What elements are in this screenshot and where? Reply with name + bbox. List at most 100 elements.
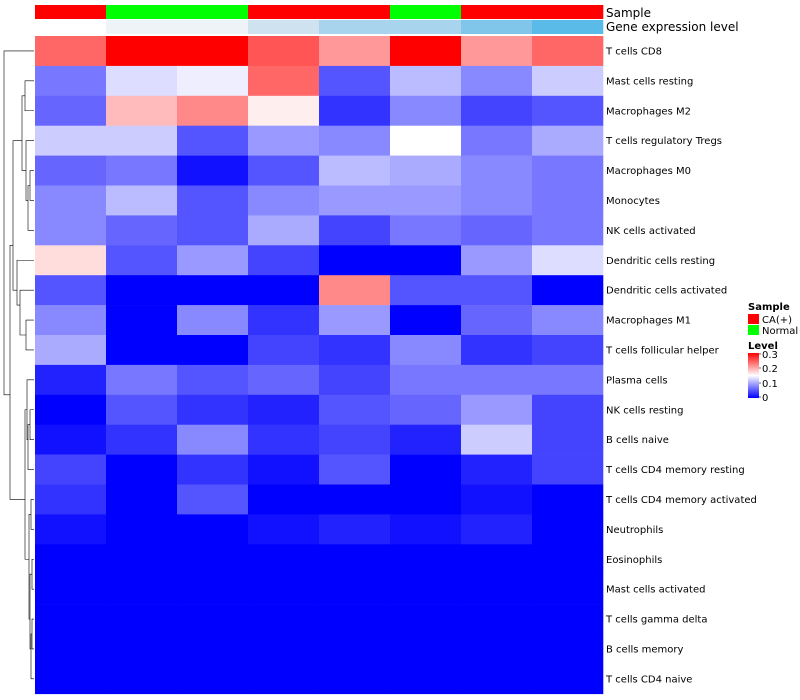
dendrogram-branch [28, 514, 31, 620]
row-label: Eosinophils [606, 555, 662, 566]
heatmap-cell [319, 604, 391, 635]
heatmap-cell [177, 185, 249, 216]
heatmap-cell [390, 364, 462, 396]
heatmap-cell [106, 663, 178, 695]
heatmap-cell [532, 65, 604, 97]
heatmap-cell [177, 514, 249, 545]
heatmap-cell [177, 663, 249, 695]
heatmap-cell [461, 245, 533, 276]
heatmap-cell [532, 125, 604, 156]
heatmap-cell [532, 36, 604, 67]
row-label: Mast cells activated [606, 585, 705, 596]
heatmap-cell [35, 574, 107, 605]
heatmap-cell [390, 484, 462, 515]
gene-expression-annotation-cell [461, 20, 533, 34]
gene-expression-annotation-cell [319, 20, 391, 34]
heatmap-cell [461, 604, 533, 635]
heatmap-cell [106, 544, 178, 575]
heatmap-cell [177, 65, 249, 97]
row-label: Neutrophils [606, 525, 663, 536]
gene-expression-annotation-label: Gene expression level [606, 20, 739, 34]
dendrogram-branch [25, 319, 34, 351]
heatmap-cell [35, 215, 107, 246]
annotation-labels: Sample Gene expression level [606, 6, 739, 34]
dendrogram-branch [30, 499, 34, 530]
heatmap-cell [248, 215, 320, 246]
row-label: B cells memory [606, 644, 683, 655]
heatmap-cell [319, 574, 391, 605]
legend-label-normal: Normal [762, 326, 798, 337]
heatmap-cell [35, 454, 107, 485]
heatmap-cell [319, 95, 391, 126]
heatmap-cell [106, 634, 178, 665]
row-label: Dendritic cells resting [606, 256, 715, 267]
heatmap-cell [319, 65, 391, 97]
heatmap-cell [319, 484, 391, 515]
heatmap-cell [35, 305, 107, 336]
heatmap-cell [248, 604, 320, 635]
heatmap-cell [106, 95, 178, 126]
heatmap-cell [319, 514, 391, 545]
heatmap-cell [390, 454, 462, 485]
row-label: Dendritic cells activated [606, 286, 727, 297]
heatmap-cell [461, 634, 533, 665]
heatmap-cell [106, 185, 178, 216]
column-annotations [35, 5, 604, 34]
heatmap-cell [35, 95, 107, 126]
heatmap-cell [461, 544, 533, 575]
heatmap-cell [35, 394, 107, 425]
row-label: T cells CD4 naive [605, 674, 692, 685]
sample-annotation-cell [390, 5, 462, 19]
heatmap-cell [532, 185, 604, 216]
heatmap-cell [390, 95, 462, 126]
heatmap-cell [461, 65, 533, 97]
heatmap-cell [319, 36, 391, 67]
row-label: T cells CD8 [605, 46, 662, 57]
heatmap-cell [177, 484, 249, 515]
heatmap-cell [532, 424, 604, 455]
heatmap-cell [35, 335, 107, 366]
row-label: T cells CD4 memory resting [605, 465, 745, 476]
heatmap-cell [177, 454, 249, 485]
heatmap-cell [532, 634, 604, 665]
dendrogram-branch [3, 50, 34, 396]
heatmap-cell [248, 65, 320, 97]
heatmap-cell [248, 394, 320, 425]
heatmap-cell [177, 95, 249, 126]
gene-expression-annotation-cell [248, 20, 320, 34]
heatmap-cell [177, 36, 249, 67]
heatmap-cell [461, 275, 533, 306]
heatmap-cell [532, 155, 604, 186]
row-label: Mast cells resting [606, 76, 693, 87]
dendrogram-branch [31, 558, 34, 590]
heatmap-cell [35, 663, 107, 695]
row-label: NK cells activated [606, 226, 696, 237]
gene-expression-annotation-cell [390, 20, 462, 34]
heatmap-cell [248, 95, 320, 126]
heatmap-cell [177, 275, 249, 306]
sample-annotation-cell [319, 5, 391, 19]
heatmap-cell [390, 574, 462, 605]
heatmap-cell [106, 305, 178, 336]
row-label: Macrophages M1 [606, 316, 691, 327]
heatmap-cell [532, 574, 604, 605]
heatmap-cell [461, 484, 533, 515]
heatmap-cell [390, 394, 462, 425]
heatmap-cell [248, 514, 320, 545]
heatmap-cell [532, 514, 604, 545]
row-label: T cells CD4 memory activated [605, 495, 757, 506]
heatmap-cell [177, 305, 249, 336]
heatmap-cell [461, 95, 533, 126]
sample-annotation-cell [248, 5, 320, 19]
heatmap-cell [35, 364, 107, 396]
dendrogram-branch [30, 633, 34, 680]
heatmap-cell [177, 634, 249, 665]
heatmap-cell [35, 65, 107, 97]
row-label: Macrophages M2 [606, 106, 691, 117]
heatmap-cell [390, 335, 462, 366]
heatmap-cell [390, 275, 462, 306]
legend-tick-0.3: 0.3 [762, 350, 778, 361]
row-label: Plasma cells [606, 375, 668, 386]
heatmap-cell [319, 634, 391, 665]
